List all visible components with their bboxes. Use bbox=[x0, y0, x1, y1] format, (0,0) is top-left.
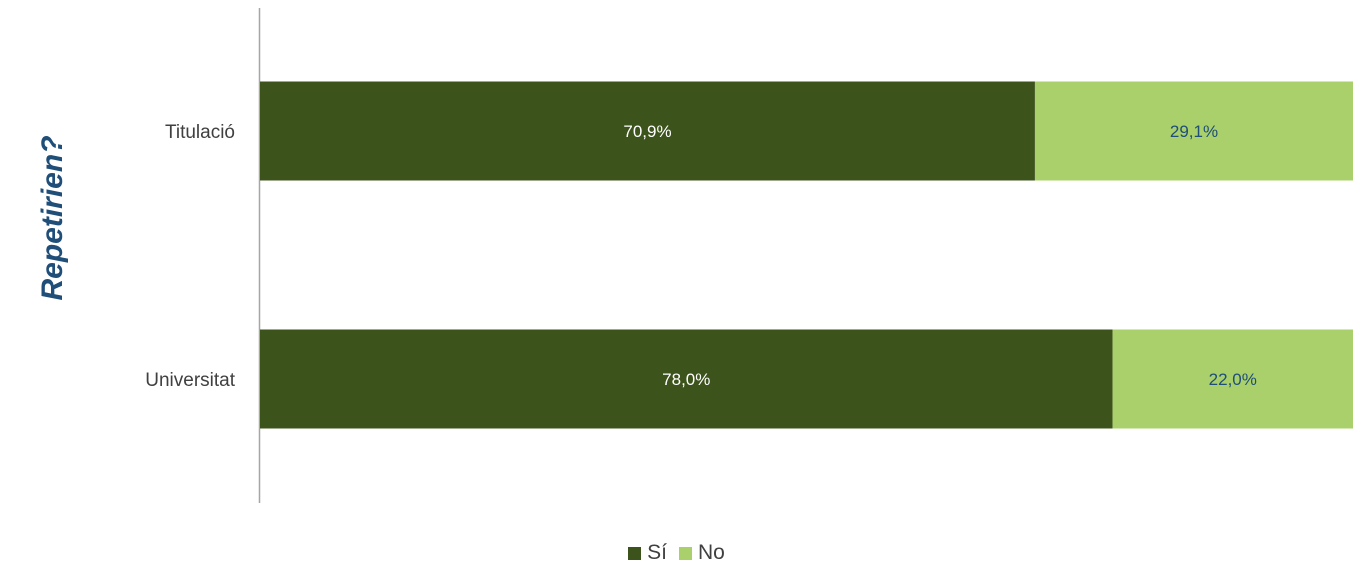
legend-item-si: Sí bbox=[628, 541, 667, 565]
data-label: 22,0% bbox=[1209, 370, 1257, 389]
bar-segment-no bbox=[1034, 81, 1353, 181]
data-label: 70,9% bbox=[623, 122, 671, 141]
category-label: Titulació bbox=[165, 122, 235, 143]
y-axis-title: Repetirien? bbox=[36, 135, 69, 300]
data-label: 29,1% bbox=[1170, 122, 1218, 141]
legend-swatch-si bbox=[628, 546, 642, 560]
bars-group: 70,9% 29,1% 78,0% 22,0% bbox=[260, 81, 1353, 429]
category-label: Universitat bbox=[145, 370, 235, 391]
legend-item-no: No bbox=[678, 541, 725, 565]
legend: Sí No bbox=[0, 541, 1353, 565]
bar-segment-si bbox=[260, 329, 1113, 429]
data-label: 78,0% bbox=[662, 370, 710, 389]
legend-swatch-no bbox=[678, 546, 692, 560]
legend-label-si: Sí bbox=[647, 541, 667, 564]
legend-label-no: No bbox=[697, 541, 725, 564]
bar-segment-si bbox=[260, 81, 1035, 181]
bar-segment-no bbox=[1112, 329, 1353, 429]
